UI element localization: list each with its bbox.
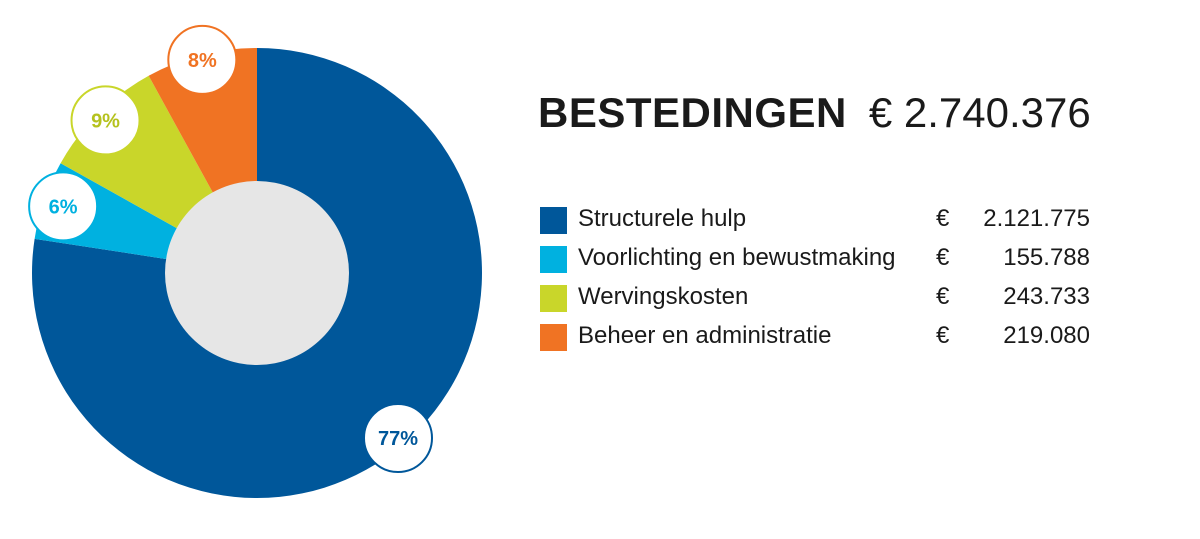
- percent-label: 77%: [378, 428, 418, 450]
- donut-chart: 77% 6% 9% 8%: [28, 24, 483, 499]
- percent-bubble: [167, 24, 238, 95]
- percent-label: 9%: [91, 110, 120, 132]
- legend-swatch: [540, 207, 567, 234]
- currency-symbol: €: [936, 322, 950, 349]
- chart-percent-labels: 77% 6% 9% 8%: [28, 24, 433, 473]
- legend-swatch: [540, 246, 567, 273]
- legend-amount: 219.080: [1003, 322, 1090, 349]
- donut-hole: [165, 181, 349, 365]
- legend-swatch: [540, 285, 567, 312]
- legend-item-structurele-hulp: Structurele hulp € 2.121.775: [540, 203, 1100, 242]
- legend-amount: 2.121.775: [983, 205, 1090, 232]
- currency-symbol: €: [936, 205, 950, 232]
- legend-swatch: [540, 324, 567, 351]
- legend-amount: 155.788: [1003, 244, 1090, 271]
- legend-label: Voorlichting en bewustmaking: [578, 244, 896, 271]
- legend-amount: 243.733: [1003, 283, 1090, 310]
- percent-bubble: [28, 171, 99, 242]
- legend-label: Wervingskosten: [578, 283, 749, 310]
- total-amount: € 2.740.376: [868, 89, 1091, 136]
- legend-item-beheer: Beheer en administratie € 219.080: [540, 320, 1100, 359]
- legend-item-wervingskosten: Wervingskosten € 243.733: [540, 281, 1100, 320]
- percent-label: 8%: [188, 50, 217, 72]
- legend-label: Beheer en administratie: [578, 322, 832, 349]
- legend-label: Structurele hulp: [578, 205, 747, 232]
- chart-header: BESTEDINGEN € 2.740.376: [538, 92, 1091, 134]
- legend: Structurele hulp € 2.121.775 Voorlichtin…: [540, 203, 1100, 359]
- currency-symbol: €: [936, 283, 950, 310]
- percent-bubble: [70, 85, 141, 156]
- legend-item-voorlichting: Voorlichting en bewustmaking € 155.788: [540, 242, 1100, 281]
- currency-symbol: €: [936, 244, 950, 271]
- percent-bubble: [363, 403, 433, 473]
- percent-label: 6%: [49, 196, 78, 218]
- chart-title: BESTEDINGEN: [538, 89, 847, 136]
